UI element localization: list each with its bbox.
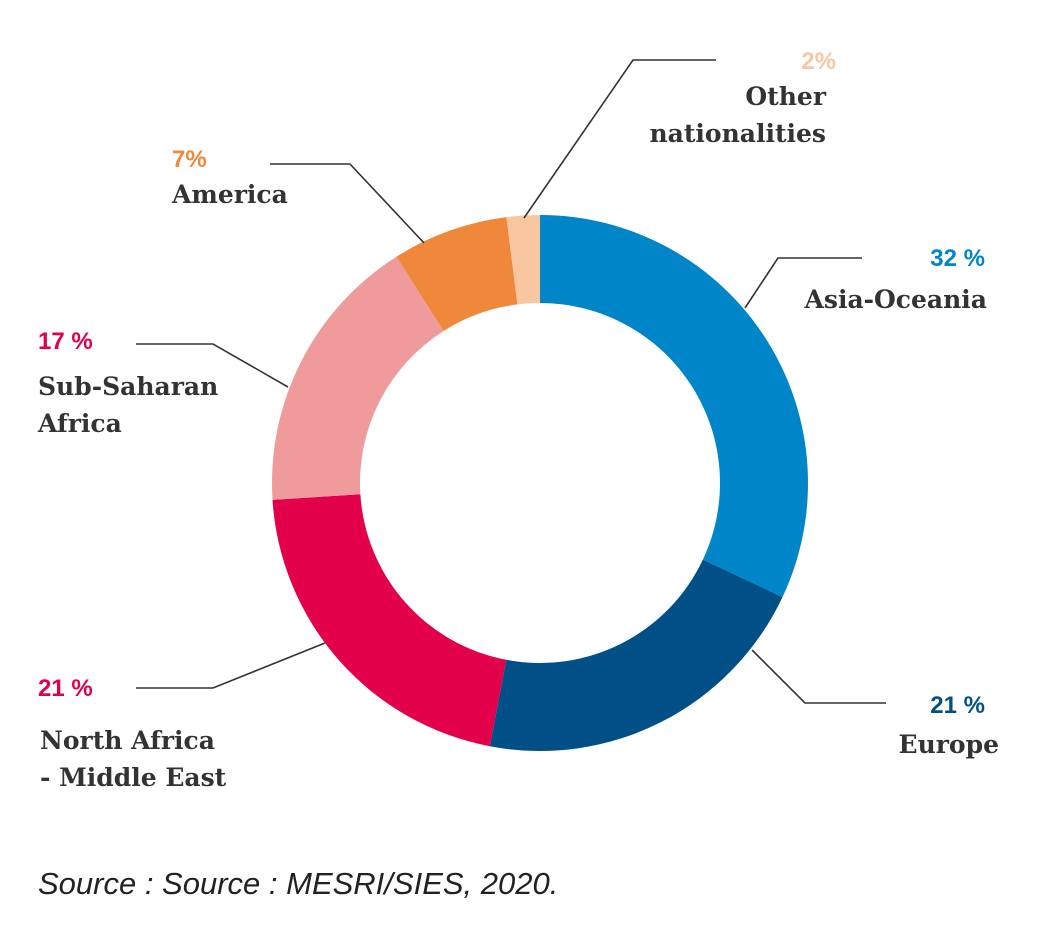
leader-line-america bbox=[270, 163, 425, 244]
value-label-europe: 21 % bbox=[930, 692, 985, 719]
slice-other-nationalities bbox=[506, 215, 540, 305]
category-label-sub-saharan-africa: Sub-Saharan bbox=[38, 372, 218, 401]
value-label-other-nationalities: 2% bbox=[801, 48, 836, 75]
slice-north-africa-middle-east bbox=[272, 494, 507, 747]
value-label-america: 7% bbox=[172, 146, 207, 173]
slice-europe bbox=[489, 559, 783, 751]
category-label-north-africa-middle-east: - Middle East bbox=[40, 763, 227, 792]
leader-line-other-nationalities bbox=[523, 59, 716, 219]
category-label-america: America bbox=[171, 180, 288, 209]
leader-line-sub-saharan-africa bbox=[136, 343, 289, 388]
category-label-asia-oceania: Asia-Oceania bbox=[803, 285, 987, 314]
category-label-sub-saharan-africa: Africa bbox=[37, 409, 122, 438]
source-note: Source : Source : MESRI/SIES, 2020. bbox=[38, 866, 559, 901]
value-label-asia-oceania: 32 % bbox=[930, 245, 985, 272]
value-label-sub-saharan-africa: 17 % bbox=[38, 328, 93, 355]
leader-line-europe bbox=[751, 649, 886, 704]
slice-america bbox=[396, 217, 518, 332]
slice-sub-saharan-africa bbox=[272, 256, 444, 500]
slice-asia-oceania bbox=[540, 215, 808, 598]
leader-line-asia-oceania bbox=[744, 257, 862, 309]
leader-line-north-africa-middle-east bbox=[136, 642, 326, 689]
category-label-north-africa-middle-east: North Africa bbox=[40, 726, 215, 755]
category-label-other-nationalities: nationalities bbox=[650, 119, 827, 148]
value-label-north-africa-middle-east: 21 % bbox=[38, 675, 93, 702]
category-label-other-nationalities: Other bbox=[745, 82, 826, 111]
category-label-europe: Europe bbox=[899, 730, 999, 759]
